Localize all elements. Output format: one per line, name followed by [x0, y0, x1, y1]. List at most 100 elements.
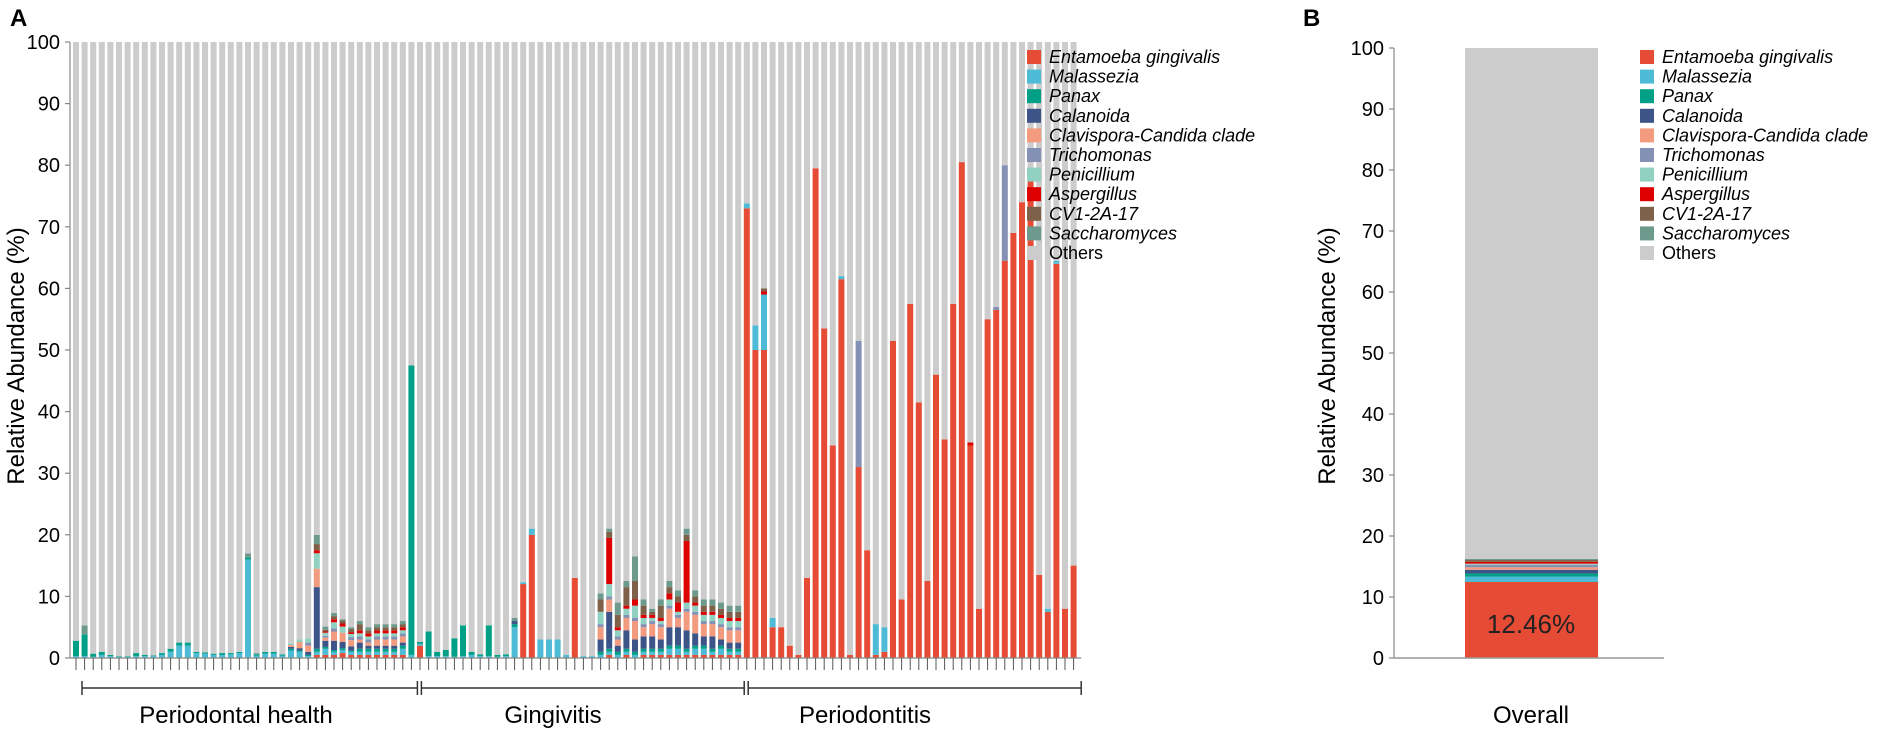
bar-segment-others: [511, 42, 518, 618]
bar-segment-panax: [116, 656, 122, 657]
sample-bar-stack: [692, 42, 699, 658]
bar-segment-others: [657, 42, 664, 600]
sample-bar-stack: [967, 42, 974, 658]
sample-bar-stack: [1010, 42, 1017, 658]
bar-segment-malassezia: [657, 651, 664, 655]
panel-a-y-label: Relative Abundance (%): [3, 227, 30, 484]
legend-swatch-penicillium: [1640, 167, 1654, 182]
bar-segment-others: [288, 42, 294, 644]
sample-bar-stack: [503, 42, 509, 658]
bar-segment-calanoida: [331, 640, 337, 650]
bar-segment-malassezia: [726, 651, 733, 655]
bar-segment-others: [348, 42, 355, 628]
bar-segment-malassezia: [408, 654, 415, 658]
legend-swatch-clavispora-candida-clade: [1027, 128, 1041, 143]
bar-segment-clavispora-candida-clade: [649, 624, 656, 637]
bar-segment-others: [1036, 42, 1043, 575]
bar-segment-panax: [442, 649, 449, 657]
bar-segment-cv1-2a-17: [391, 627, 398, 631]
bar-segment-entamoeba-gingivalis: [657, 654, 664, 658]
bar-segment-malassezia: [769, 617, 776, 628]
sample-bar-stack: [184, 42, 191, 658]
bar-segment-cv1-2a-17: [331, 616, 337, 620]
bar-segment-others: [675, 42, 681, 591]
bar-segment-others: [133, 42, 140, 654]
bar-segment-others: [649, 42, 656, 609]
legend-swatch-entamoeba-gingivalis: [1640, 50, 1654, 64]
bar-segment-panax: [417, 641, 423, 644]
bar-segment-aspergillus: [640, 614, 647, 618]
bar-segment-panax: [425, 631, 432, 657]
bar-segment-cv1-2a-17: [640, 605, 647, 615]
bar-segment-panax: [451, 638, 458, 657]
bar-segment-aspergillus: [632, 599, 638, 606]
bar-segment-panax: [305, 654, 312, 657]
bar-segment-aspergillus: [313, 550, 320, 554]
bar-segment-others: [365, 42, 372, 628]
panel-b-value-label: 12.46%: [1487, 609, 1575, 639]
bar-segment-entamoeba-gingivalis: [847, 654, 853, 658]
bar-segment-panax: [107, 654, 114, 657]
bar-segment-clavispora-candida-clade: [692, 614, 699, 634]
legend-label-panax: Panax: [1049, 86, 1101, 106]
bar-segment-clavispora-candida-clade: [683, 611, 690, 631]
bar-segment-others: [434, 42, 441, 652]
bar-segment-panax: [245, 557, 251, 560]
bar-segment-entamoeba-gingivalis: [606, 654, 613, 658]
bar-segment-others: [150, 42, 157, 656]
bar-segment-others: [408, 42, 415, 366]
sample-bar-stack: [649, 42, 656, 658]
sample-bar-stack: [546, 42, 552, 658]
sample-bar-stack: [451, 42, 458, 658]
bar-segment-malassezia: [296, 651, 303, 658]
panel-b-bars: [1465, 48, 1598, 658]
bar-segment-cv1-2a-17: [322, 629, 329, 632]
bar-segment-clavispora-candida-clade: [331, 631, 337, 641]
sample-bar-stack: [709, 42, 716, 658]
bar-segment-entamoeba-gingivalis: [382, 654, 389, 658]
bar-segment-clavispora-candida-clade: [735, 630, 742, 643]
bar-segment-panax: [348, 650, 355, 652]
sample-bar-stack: [537, 42, 544, 658]
bar-segment-clavispora-candida-clade: [382, 639, 389, 646]
bar-segment-malassezia: [494, 656, 501, 658]
bar-segment-others: [451, 42, 458, 639]
sample-bar-stack: [700, 42, 707, 658]
bar-segment-panax: [434, 651, 441, 657]
bar-segment-penicillium: [356, 633, 363, 637]
bar-segment-entamoeba-gingivalis: [984, 319, 991, 658]
bar-segment-others: [425, 42, 432, 632]
bar-segment-trichomonas: [305, 642, 312, 646]
sample-bar-stack: [253, 42, 260, 658]
bar-segment-others: [374, 42, 380, 625]
bar-segment-penicillium: [692, 605, 699, 612]
bar-segment-malassezia: [141, 656, 148, 658]
overall-segment-trichomonas: [1465, 564, 1598, 568]
bar-segment-entamoeba-gingivalis: [881, 651, 888, 658]
bar-segment-entamoeba-gingivalis: [700, 654, 707, 658]
bar-segment-clavispora-candida-clade: [666, 608, 673, 628]
bar-segment-aspergillus: [692, 602, 699, 606]
bar-segment-malassezia: [210, 654, 217, 658]
panel-a-y-axis: 0 10 20 30 40 50 60 70 80 90 100: [27, 32, 71, 670]
sample-bar-stack: [210, 42, 217, 658]
bar-segment-cv1-2a-17: [726, 611, 733, 618]
bar-segment-penicillium: [683, 602, 690, 609]
bar-segment-aspergillus: [967, 442, 974, 446]
legend-swatch-trichomonas: [1027, 148, 1041, 162]
bar-segment-malassezia: [666, 648, 673, 655]
bar-segment-others: [692, 42, 699, 591]
bar-segment-others: [270, 42, 277, 652]
bar-segment-others: [864, 42, 871, 551]
bar-segment-panax: [253, 654, 260, 656]
bar-segment-panax: [167, 648, 174, 652]
sample-bar-stack: [580, 42, 587, 658]
legend-swatch-panax: [1027, 89, 1041, 104]
sample-bar-stack: [743, 42, 750, 658]
panel-a-bars: [73, 42, 1077, 658]
bar-segment-panax: [683, 648, 690, 652]
bar-segment-malassezia: [761, 294, 767, 350]
bar-segment-calanoida: [382, 645, 389, 649]
bar-segment-entamoeba-gingivalis: [950, 303, 957, 658]
sample-bar-stack: [348, 42, 355, 658]
